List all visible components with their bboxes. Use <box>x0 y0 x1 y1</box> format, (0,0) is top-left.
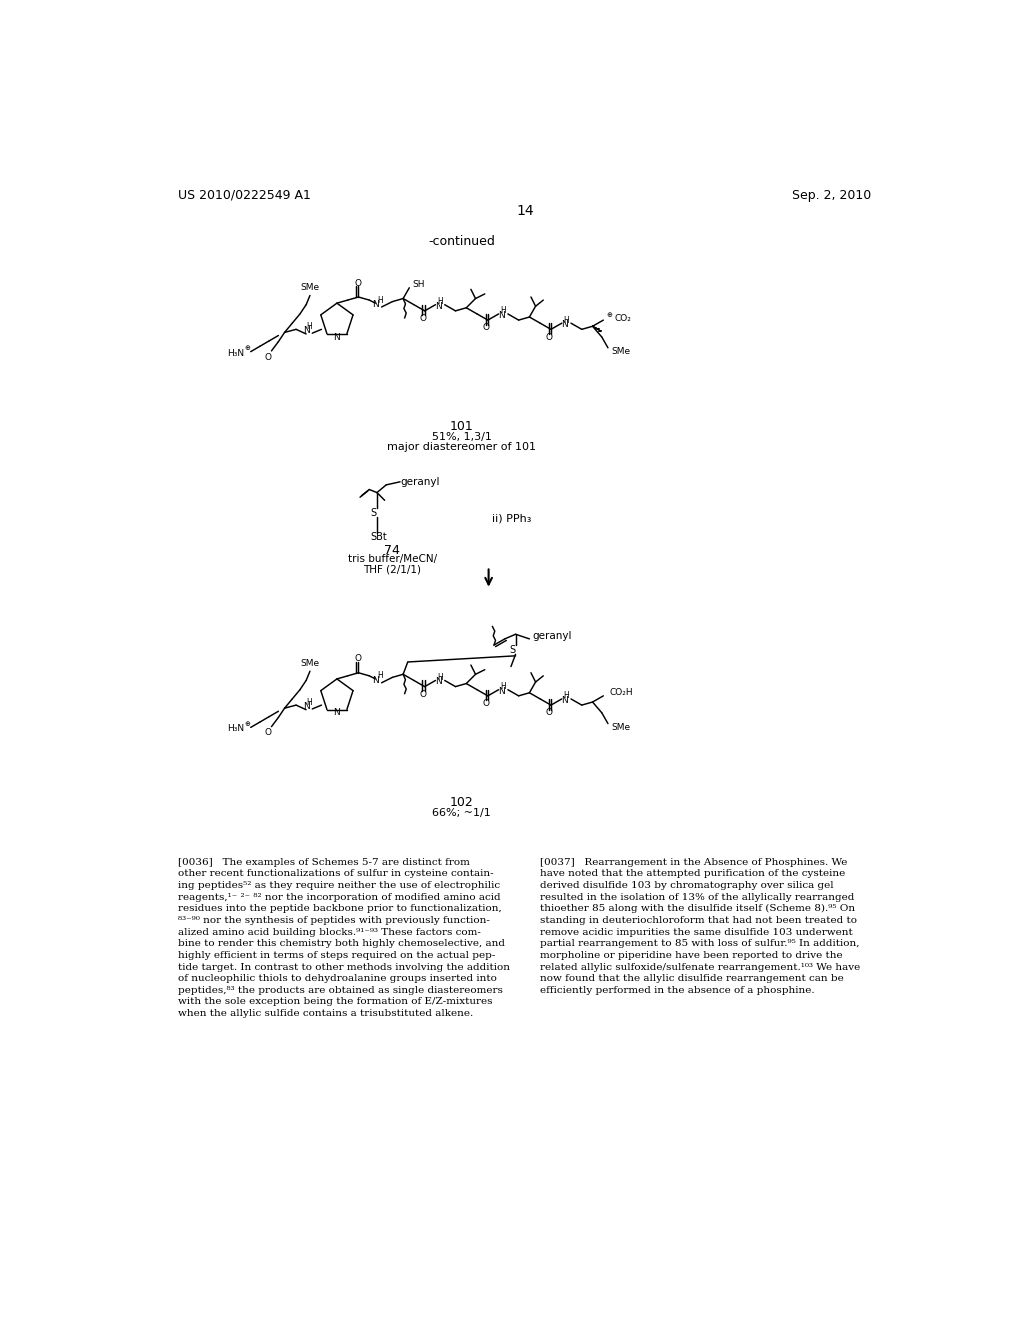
Text: ⊕: ⊕ <box>606 313 612 318</box>
Text: H: H <box>377 672 383 680</box>
Text: geranyl: geranyl <box>532 631 572 640</box>
Text: O: O <box>420 314 427 323</box>
Text: ⊕: ⊕ <box>245 345 251 351</box>
Text: CO₂H: CO₂H <box>609 688 633 697</box>
Text: N: N <box>435 677 442 686</box>
Text: H: H <box>437 297 443 306</box>
Text: O: O <box>354 655 361 664</box>
Text: tris buffer/MeCN/: tris buffer/MeCN/ <box>348 554 437 564</box>
Text: SMe: SMe <box>300 284 319 292</box>
Text: major diastereomer of 101: major diastereomer of 101 <box>387 442 537 453</box>
Text: SBt: SBt <box>371 532 387 543</box>
Text: US 2010/0222549 A1: US 2010/0222549 A1 <box>178 189 311 202</box>
Text: S: S <box>509 644 515 655</box>
Text: 51%, 1,3/1: 51%, 1,3/1 <box>432 432 492 442</box>
Text: 66%; ~1/1: 66%; ~1/1 <box>432 808 492 818</box>
Text: ⊕: ⊕ <box>245 721 251 726</box>
Text: N: N <box>435 302 442 310</box>
Text: H: H <box>306 697 312 706</box>
Text: N: N <box>561 696 568 705</box>
Text: O: O <box>482 323 489 333</box>
Text: N: N <box>499 686 505 696</box>
Text: SMe: SMe <box>300 659 319 668</box>
Text: H: H <box>563 692 569 701</box>
Text: geranyl: geranyl <box>400 477 439 487</box>
Text: H: H <box>563 315 569 325</box>
Text: N: N <box>372 676 379 685</box>
Text: H: H <box>501 306 506 315</box>
Text: H: H <box>306 322 312 331</box>
Text: 74: 74 <box>384 544 400 557</box>
Text: H₃N: H₃N <box>227 725 245 734</box>
Text: S: S <box>371 508 377 517</box>
Text: O: O <box>546 333 553 342</box>
Text: N: N <box>303 326 310 335</box>
Text: [0036]   The examples of Schemes 5-7 are distinct from
other recent functionaliz: [0036] The examples of Schemes 5-7 are d… <box>178 858 510 1018</box>
Text: O: O <box>264 729 271 738</box>
Text: N: N <box>372 300 379 309</box>
Text: N: N <box>334 333 340 342</box>
Text: 14: 14 <box>516 203 534 218</box>
Text: N: N <box>561 321 568 329</box>
Text: O: O <box>482 700 489 708</box>
Text: THF (2/1/1): THF (2/1/1) <box>364 565 421 574</box>
Text: H: H <box>501 682 506 692</box>
Text: O: O <box>420 690 427 698</box>
Text: 102: 102 <box>450 796 473 809</box>
Text: O: O <box>354 279 361 288</box>
Text: CO₂: CO₂ <box>614 314 631 323</box>
Text: H: H <box>437 673 443 682</box>
Text: Sep. 2, 2010: Sep. 2, 2010 <box>792 189 871 202</box>
Text: [0037]   Rearrangement in the Absence of Phosphines. We
have noted that the atte: [0037] Rearrangement in the Absence of P… <box>541 858 860 995</box>
Text: N: N <box>499 312 505 319</box>
Text: N: N <box>334 709 340 717</box>
Text: 101: 101 <box>450 420 473 433</box>
Text: ii) PPh₃: ii) PPh₃ <box>493 513 531 524</box>
Text: N: N <box>303 702 310 711</box>
Text: SH: SH <box>413 280 425 289</box>
Text: SMe: SMe <box>611 723 630 731</box>
Text: -continued: -continued <box>428 235 495 248</box>
Text: H₃N: H₃N <box>227 348 245 358</box>
Text: H: H <box>377 296 383 305</box>
Text: O: O <box>546 709 553 717</box>
Text: O: O <box>264 352 271 362</box>
Text: SMe: SMe <box>611 347 630 356</box>
